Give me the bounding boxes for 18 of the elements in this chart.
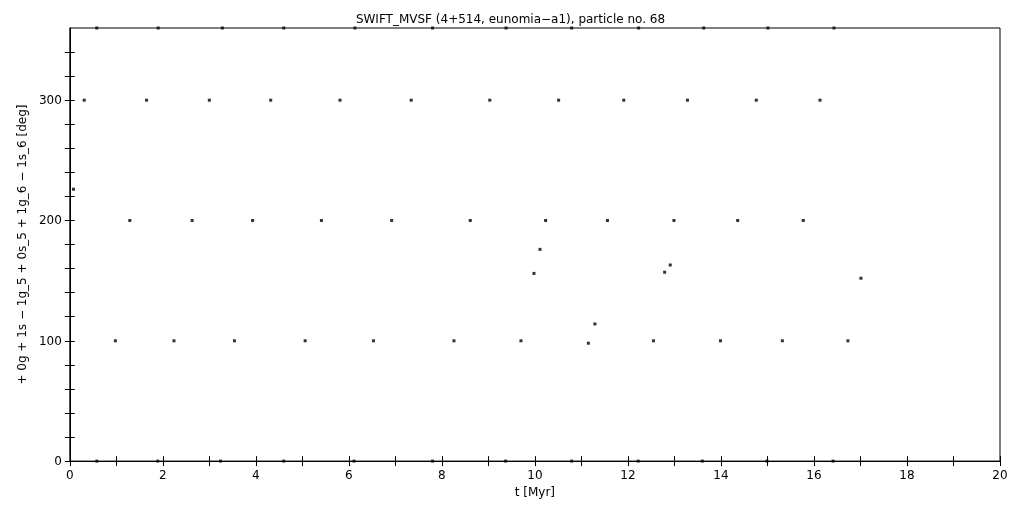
x-tick-label: 2 <box>159 468 167 483</box>
x-tick-label: 14 <box>713 468 729 483</box>
x-tick-label: 12 <box>620 468 636 483</box>
x-tick-label: 10 <box>527 468 543 483</box>
y-tick-label: 0 <box>54 454 62 469</box>
x-tick-label: 20 <box>992 468 1008 483</box>
y-axis-title: + 0g + 1s − 1g_5 + 0s_5 + 1g_6 − 1s_6 [deg] <box>15 104 29 385</box>
x-tick-label: 18 <box>899 468 915 483</box>
x-tick-label: 6 <box>345 468 353 483</box>
y-tick-label: 200 <box>38 213 62 228</box>
x-tick-label: 4 <box>252 468 260 483</box>
x-tick-label: 8 <box>438 468 446 483</box>
x-tick-label: 0 <box>65 468 74 483</box>
y-tick-label: 300 <box>38 93 62 108</box>
chart-title: SWIFT_MVSF (4+514, eunomia−a1), particle no. 68 <box>355 12 666 26</box>
y-tick-label: 100 <box>38 333 62 348</box>
x-axis-title: t [Myr] <box>514 485 556 499</box>
x-tick-label: 16 <box>806 468 822 483</box>
